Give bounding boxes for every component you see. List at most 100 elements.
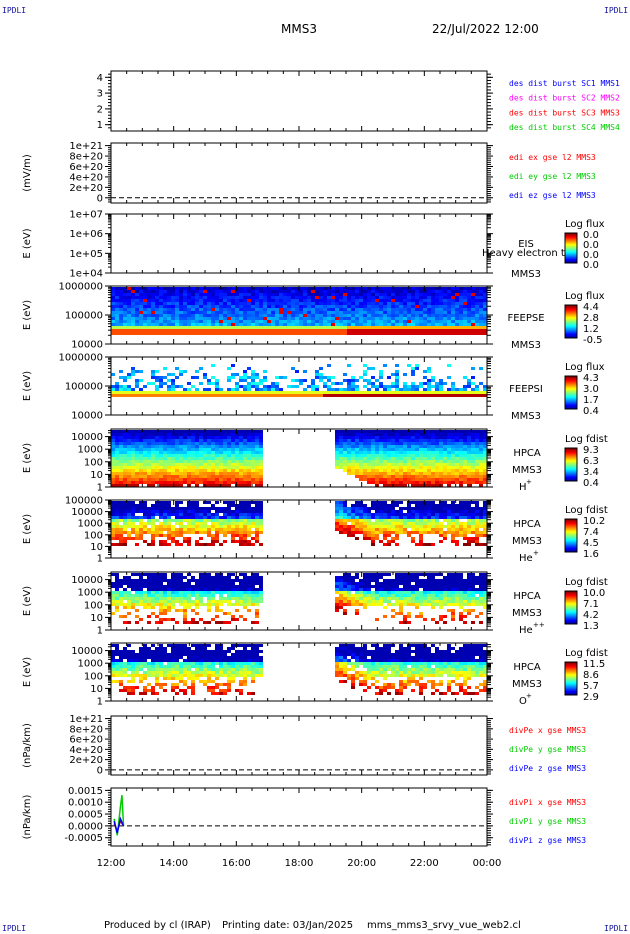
hpca-h-cell (459, 430, 463, 433)
hpca-he-cell (155, 504, 159, 507)
hpca-he-cell (363, 510, 367, 513)
hpca-he-cell (383, 525, 387, 528)
feepse-cell (211, 293, 215, 296)
hpca-h-cell (399, 457, 403, 460)
feepse-cell (451, 287, 455, 290)
hpca-he-cell (411, 507, 415, 510)
hpca-h-cell (335, 460, 339, 463)
feepsi-cell (259, 388, 263, 391)
hpca-he-cell (235, 525, 239, 528)
hpca-he-cell (219, 543, 223, 546)
feepse-cell (243, 296, 247, 299)
feepse-cell (215, 326, 219, 329)
hpca-he-cell (251, 513, 255, 516)
hpca-h-cell (159, 436, 163, 439)
hpca-h-cell (227, 460, 231, 463)
hpca-h-cell (147, 445, 151, 448)
hpca-h-cell (151, 481, 155, 484)
feepsi-cell (387, 388, 391, 391)
hpca-he-cell (387, 510, 391, 513)
hpca-he-cell (167, 519, 171, 522)
hpca-h-cell (423, 466, 427, 469)
feepse-cell (167, 308, 171, 311)
feepsi-cell (443, 382, 447, 385)
feepse-cell (471, 329, 475, 332)
hpca-h-cell (135, 481, 139, 484)
hpca-h-cell (139, 478, 143, 481)
feepse-cell (459, 317, 463, 320)
feepse-cell (195, 332, 199, 335)
feepse-cell (315, 311, 319, 314)
hpca-h-cell (147, 466, 151, 469)
feepse-cell (451, 305, 455, 308)
feepsi-cell (347, 379, 351, 382)
hpca-he-cell (115, 543, 119, 546)
hpca-he-cell (143, 507, 147, 510)
feepse-cell (223, 308, 227, 311)
feepse-cell (111, 317, 115, 320)
feepse-cell (451, 314, 455, 317)
feepse-cell (219, 296, 223, 299)
hpca-he-cell (147, 528, 151, 531)
feepse-cell (419, 287, 423, 290)
feepse-cell (111, 326, 115, 329)
feepse-cell (387, 308, 391, 311)
hpca-he-cell (363, 531, 367, 534)
hpca-h-cell (211, 430, 215, 433)
feepsi-cell (251, 382, 255, 385)
feepse-cell (323, 311, 327, 314)
feepse-cell (199, 296, 203, 299)
hpca-he-cell (167, 531, 171, 534)
feepse-cell (359, 317, 363, 320)
hpca-he-cell (339, 525, 343, 528)
feepse-cell (427, 311, 431, 314)
feepse-cell (175, 332, 179, 335)
hpca-h-cell (155, 457, 159, 460)
feepsi-cell (359, 394, 363, 397)
hpca-h-cell (391, 457, 395, 460)
feepse-cell (295, 290, 299, 293)
feepsi-cell (431, 379, 435, 382)
feepse-cell (235, 290, 239, 293)
feepsi-cell (343, 391, 347, 394)
feepse-cell (219, 293, 223, 296)
feepse-cell (399, 311, 403, 314)
feepse-cell (375, 293, 379, 296)
hpca-h-cell (155, 448, 159, 451)
hpca-h-cell (151, 433, 155, 436)
hpca-h-cell (127, 445, 131, 448)
feepse-cell (363, 308, 367, 311)
feepse-cell (191, 299, 195, 302)
hpca-h-cell (483, 454, 487, 457)
feepsi-cell (347, 391, 351, 394)
hpca-h-colorbar-segment (565, 474, 577, 476)
hpca-h-cell (203, 469, 207, 472)
feepse-cell (331, 296, 335, 299)
hpca-he-cell (255, 519, 259, 522)
hpca-h-cell (347, 460, 351, 463)
feepsi-cell (483, 385, 487, 388)
hpca-h-cell (359, 442, 363, 445)
feepsi-colorbar-segment (565, 380, 577, 382)
feepse-cell (479, 287, 483, 290)
hpca-h-cell (175, 439, 179, 442)
hpca-he-cell (379, 513, 383, 516)
hpca-h-cell (415, 478, 419, 481)
hpca-he-cell (147, 543, 151, 546)
feepse-cell (479, 296, 483, 299)
feepse-cell (163, 314, 167, 317)
hpca-h-cell (355, 472, 359, 475)
hpca-h-cell (207, 451, 211, 454)
feepsi-cell (135, 394, 139, 397)
feepse-cell (307, 323, 311, 326)
feepse-cell (283, 332, 287, 335)
hpca-h-cell (451, 430, 455, 433)
hpca-he-cell (375, 513, 379, 516)
feepse-cell (319, 323, 323, 326)
feepse-cell (363, 332, 367, 335)
feepse-cell (247, 332, 251, 335)
hpca-h-cell (231, 451, 235, 454)
feepse-cell (407, 317, 411, 320)
hpca-he-cell (191, 525, 195, 528)
feepsi-cell (111, 394, 115, 397)
